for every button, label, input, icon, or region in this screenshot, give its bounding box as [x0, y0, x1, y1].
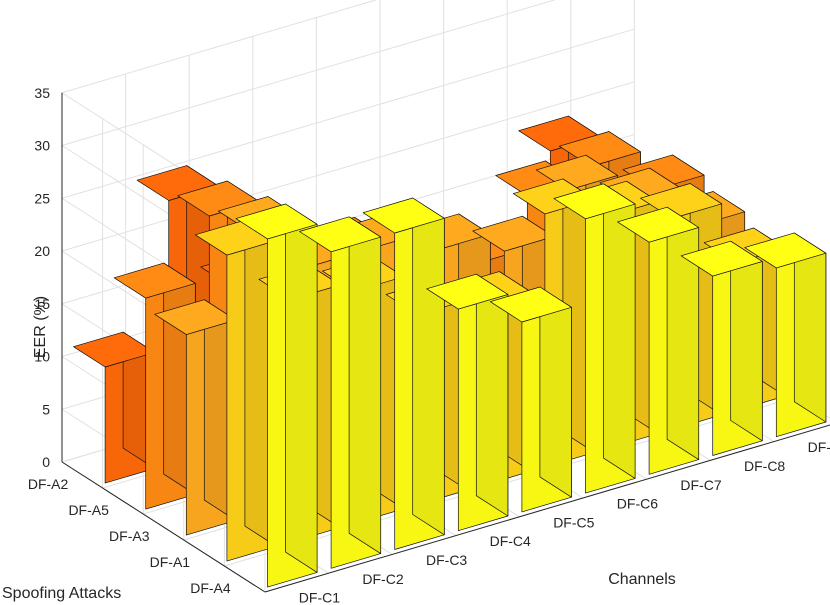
x-tick-label: DF-C5 — [553, 514, 594, 530]
y-tick-label: DF-A5 — [68, 502, 109, 518]
z-tick-label: 20 — [34, 243, 50, 259]
bar-top-face — [426, 273, 509, 310]
label-layer: 0 5 10 15 20 25 30 35 DF-C1 DF-C2 DF-C3 DF-C4 DF-C5 D… — [28, 85, 830, 605]
grid-line — [61, 81, 635, 252]
bar — [426, 273, 509, 532]
x-tick-label: DF-C9 — [808, 439, 830, 455]
z-tick-label: 35 — [34, 85, 50, 101]
x-tick-label: DF-C8 — [744, 458, 785, 474]
bar-top-face — [472, 215, 555, 252]
x-tick-label: DF-C6 — [617, 496, 658, 512]
bar-top-face — [744, 232, 827, 269]
x-tick-label: DF-C3 — [426, 552, 467, 568]
bar — [73, 331, 156, 484]
x-tick-label: DF-C4 — [490, 533, 531, 549]
x-tick-label: DF-C2 — [362, 571, 403, 587]
bar — [617, 206, 700, 475]
grid-line — [61, 28, 635, 199]
grid-line — [61, 0, 556, 146]
bar-side-face — [412, 197, 445, 536]
z-tick-label: 15 — [34, 296, 50, 312]
y-tick-label: DF-A2 — [28, 476, 69, 492]
bar-side-face — [730, 240, 763, 442]
bar — [362, 197, 445, 550]
x-axis-line — [264, 424, 830, 593]
y-axis-line — [61, 461, 266, 593]
y-tick-label: DF-A3 — [109, 528, 150, 544]
x-tick-label: DF-C7 — [680, 477, 721, 493]
grid-line — [224, 396, 797, 567]
bar-top-face — [235, 203, 318, 240]
z-tick-label: 0 — [42, 454, 50, 470]
z-tick-label: 10 — [34, 349, 50, 365]
bar-side-face — [475, 273, 509, 517]
bar — [235, 203, 318, 588]
bar-top-face — [113, 262, 196, 299]
bar — [553, 183, 636, 494]
bar-top-face — [299, 216, 382, 253]
y-tick-label: DF-A1 — [150, 554, 191, 570]
bar-layer — [73, 115, 827, 588]
bar — [680, 240, 763, 456]
z-tick-label: 30 — [34, 138, 50, 154]
y-axis-label: Spoofing Attacks — [2, 585, 121, 602]
bar-top-face — [362, 197, 445, 234]
bar — [299, 216, 382, 569]
x-tick-label: DF-C1 — [299, 590, 340, 605]
bar-side-face — [666, 206, 700, 460]
bar-top-face — [680, 240, 763, 277]
bar-side-face — [539, 286, 572, 498]
y-tick-label: DF-A4 — [190, 580, 231, 596]
bar-top-face — [73, 331, 156, 368]
bar — [744, 232, 827, 438]
bar-top-face — [489, 286, 572, 323]
bar-top-face — [553, 183, 636, 220]
bar-top-face — [617, 206, 700, 243]
grid-line — [61, 0, 378, 94]
bar — [489, 286, 572, 513]
bar-side-face — [348, 216, 382, 554]
x-axis-label: Channels — [608, 571, 676, 588]
z-tick-label: 5 — [42, 401, 50, 417]
bar-side-face — [285, 203, 318, 573]
bar-top-face — [154, 299, 237, 335]
z-tick-label: 25 — [34, 190, 50, 206]
z-axis-label: EER (%) — [32, 296, 49, 358]
